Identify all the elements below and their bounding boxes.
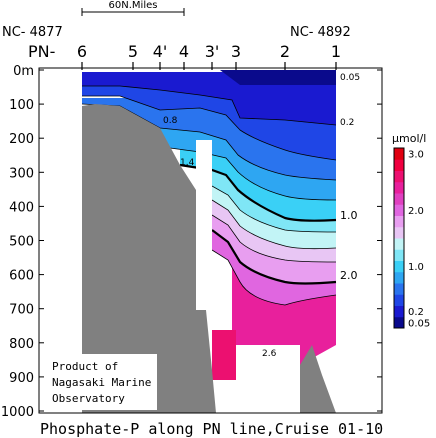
colorbar-swatch [394, 226, 404, 239]
colorbar-swatch [394, 215, 404, 228]
shelf-terrain [82, 104, 216, 413]
contour-label-0.2: 0.2 [340, 118, 354, 128]
colorbar-swatch [394, 181, 404, 194]
colorbar-swatch [394, 159, 404, 171]
colorbar-swatch [394, 260, 404, 273]
band-2.8 [212, 330, 236, 380]
credit-box [47, 354, 157, 410]
colorbar-swatch [394, 170, 404, 183]
y-tick-label: 200 [9, 132, 34, 147]
colorbar-swatch [394, 305, 404, 318]
y-tick-label: 900 [9, 371, 34, 386]
y-tick-label: 600 [9, 269, 34, 284]
station-label: 4 [179, 42, 189, 61]
contour-label-0.05: 0.05 [340, 73, 360, 83]
colorbar-swatch [394, 294, 404, 306]
right-station-id: NC- 4892 [290, 25, 351, 40]
left-station-id: NC- 4877 [2, 25, 63, 40]
colorbar-tick-label: 2.0 [408, 206, 424, 217]
y-tick-label: 1000 [1, 405, 34, 420]
colorbar-swatch [394, 283, 404, 295]
y-tick-label: 700 [9, 303, 34, 318]
station-label: 5 [128, 42, 138, 61]
colorbar-tick-label: 0.05 [408, 318, 430, 329]
station-label: 3' [205, 42, 220, 61]
colorbar-swatch [394, 238, 404, 250]
contour-label-2.0: 2.0 [340, 269, 358, 282]
nodata-mask-2 [236, 345, 300, 413]
scale-bar: 60N.Miles [81, 0, 185, 16]
contour-label-2.6: 2.6 [262, 349, 277, 359]
credit-line-1: Product of [52, 360, 118, 373]
y-tick-label: 0m [13, 64, 34, 79]
colorbar-swatch [394, 249, 404, 261]
credit-line-3: Observatory [52, 392, 125, 405]
contour-label-1.4: 1.4 [180, 158, 195, 168]
station-label: 6 [77, 42, 87, 61]
contour-labels: 0.05 0.2 0.8 1.4 1.0 2.0 2.6 [163, 73, 360, 359]
chart-title: Phosphate-P along PN line,Cruise 01-10 [40, 420, 383, 438]
colorbar-tick-label: 0.2 [408, 307, 424, 318]
colorbar-swatch [394, 148, 404, 160]
station-label: 2 [280, 42, 290, 61]
station-label: 1 [331, 42, 341, 61]
station-label: 4' [153, 42, 168, 61]
station-label: 3 [231, 42, 241, 61]
colorbar-unit: μmol/l [392, 132, 426, 145]
colorbar-swatch [394, 193, 404, 205]
y-axis: 0m 100 200 300 400 500 600 700 800 900 1000 [1, 64, 382, 420]
band-0.2 [82, 72, 336, 125]
y-tick-label: 300 [9, 166, 34, 181]
y-tick-label: 500 [9, 235, 34, 250]
colorbar-swatch [394, 271, 404, 284]
y-tick-label: 100 [9, 98, 34, 113]
colorbar-tick-label: 3.0 [408, 150, 424, 161]
line-prefix: PN- [28, 42, 55, 61]
nodata-mask [196, 140, 212, 310]
contour-lines [81, 85, 337, 306]
colorbar-frame [393, 147, 405, 329]
credit-line-2: Nagasaki Marine [52, 376, 151, 389]
y-tick-label: 400 [9, 200, 34, 215]
contour-label-0.8: 0.8 [163, 116, 178, 126]
scale-label: 60N.Miles [109, 0, 158, 11]
colorbar-swatch [394, 316, 404, 329]
station-axis: 6 5 4' 4 3' 3 2 1 [77, 42, 341, 70]
colorbar-swatch [394, 204, 404, 216]
colorbar-tick-label: 1.0 [408, 262, 424, 273]
band-0.05 [220, 70, 336, 85]
colorbar: 3.0 2.0 1.0 0.20.05 [393, 147, 430, 329]
contour-label-1.0: 1.0 [340, 209, 358, 222]
y-tick-label: 800 [9, 337, 34, 352]
